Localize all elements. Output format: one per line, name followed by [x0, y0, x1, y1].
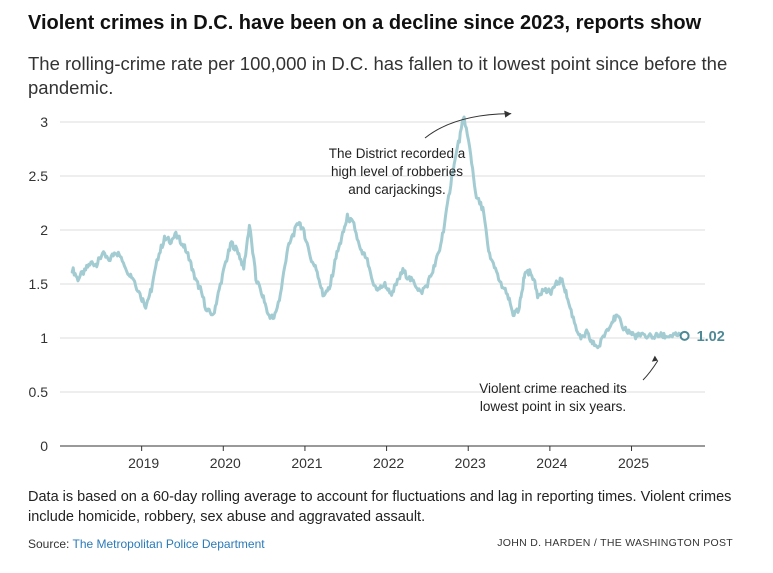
x-axis-ticks: 2019 2020 2021 2022 2023 2024 2025: [128, 446, 649, 471]
footnote: Data is based on a 60-day rolling averag…: [28, 489, 732, 525]
annotation-peak-text: high level of robberies: [331, 164, 463, 179]
annotation-peak-text: The District recorded a: [329, 146, 466, 161]
annotation-peak-arrowhead: [504, 110, 512, 118]
annotation-low-arrowhead: [651, 355, 658, 362]
x-tick-label: 2019: [128, 455, 159, 471]
end-value-label: 1.02: [697, 329, 725, 345]
y-tick-label: 2: [40, 222, 48, 238]
annotation-low-text: Violent crime reached its: [479, 381, 627, 396]
source-link[interactable]: The Metropolitan Police Department: [72, 537, 265, 551]
byline-credit: JOHN D. HARDEN / THE WASHINGTON POST: [497, 537, 733, 549]
annotation-peak-text: and carjackings.: [348, 182, 446, 197]
y-tick-label: 0.5: [29, 384, 49, 400]
grid-lines: [60, 121, 705, 447]
x-tick-label: 2021: [291, 455, 322, 471]
y-tick-label: 1.5: [29, 276, 49, 292]
series-line-violent-crime: [70, 115, 687, 350]
annotation-peak-arrow: [424, 113, 512, 139]
y-tick-label: 3: [40, 114, 48, 130]
x-tick-label: 2025: [618, 455, 649, 471]
source-label: Source:: [28, 537, 70, 551]
annotations: The District recorded a high level of rob…: [329, 110, 659, 414]
chart-title: Violent crimes in D.C. have been on a de…: [28, 12, 702, 34]
annotation-low-arrow: [642, 360, 659, 381]
end-point-marker: [679, 330, 690, 341]
annotation-low-text: lowest point in six years.: [480, 399, 626, 414]
y-axis-ticks: 0 0.5 1 1.5 2 2.5 3: [29, 114, 49, 454]
y-tick-label: 1: [40, 330, 48, 346]
y-tick-label: 0: [40, 438, 48, 454]
x-tick-label: 2024: [536, 455, 567, 471]
source-line: Source: The Metropolitan Police Departme…: [28, 537, 265, 551]
x-tick-label: 2023: [455, 455, 486, 471]
x-tick-label: 2020: [210, 455, 241, 471]
series-layer: 1.02: [70, 115, 725, 350]
y-tick-label: 2.5: [29, 168, 49, 184]
chart-subtitle: The rolling-crime rate per 100,000 in D.…: [28, 53, 728, 98]
x-tick-label: 2022: [373, 455, 404, 471]
